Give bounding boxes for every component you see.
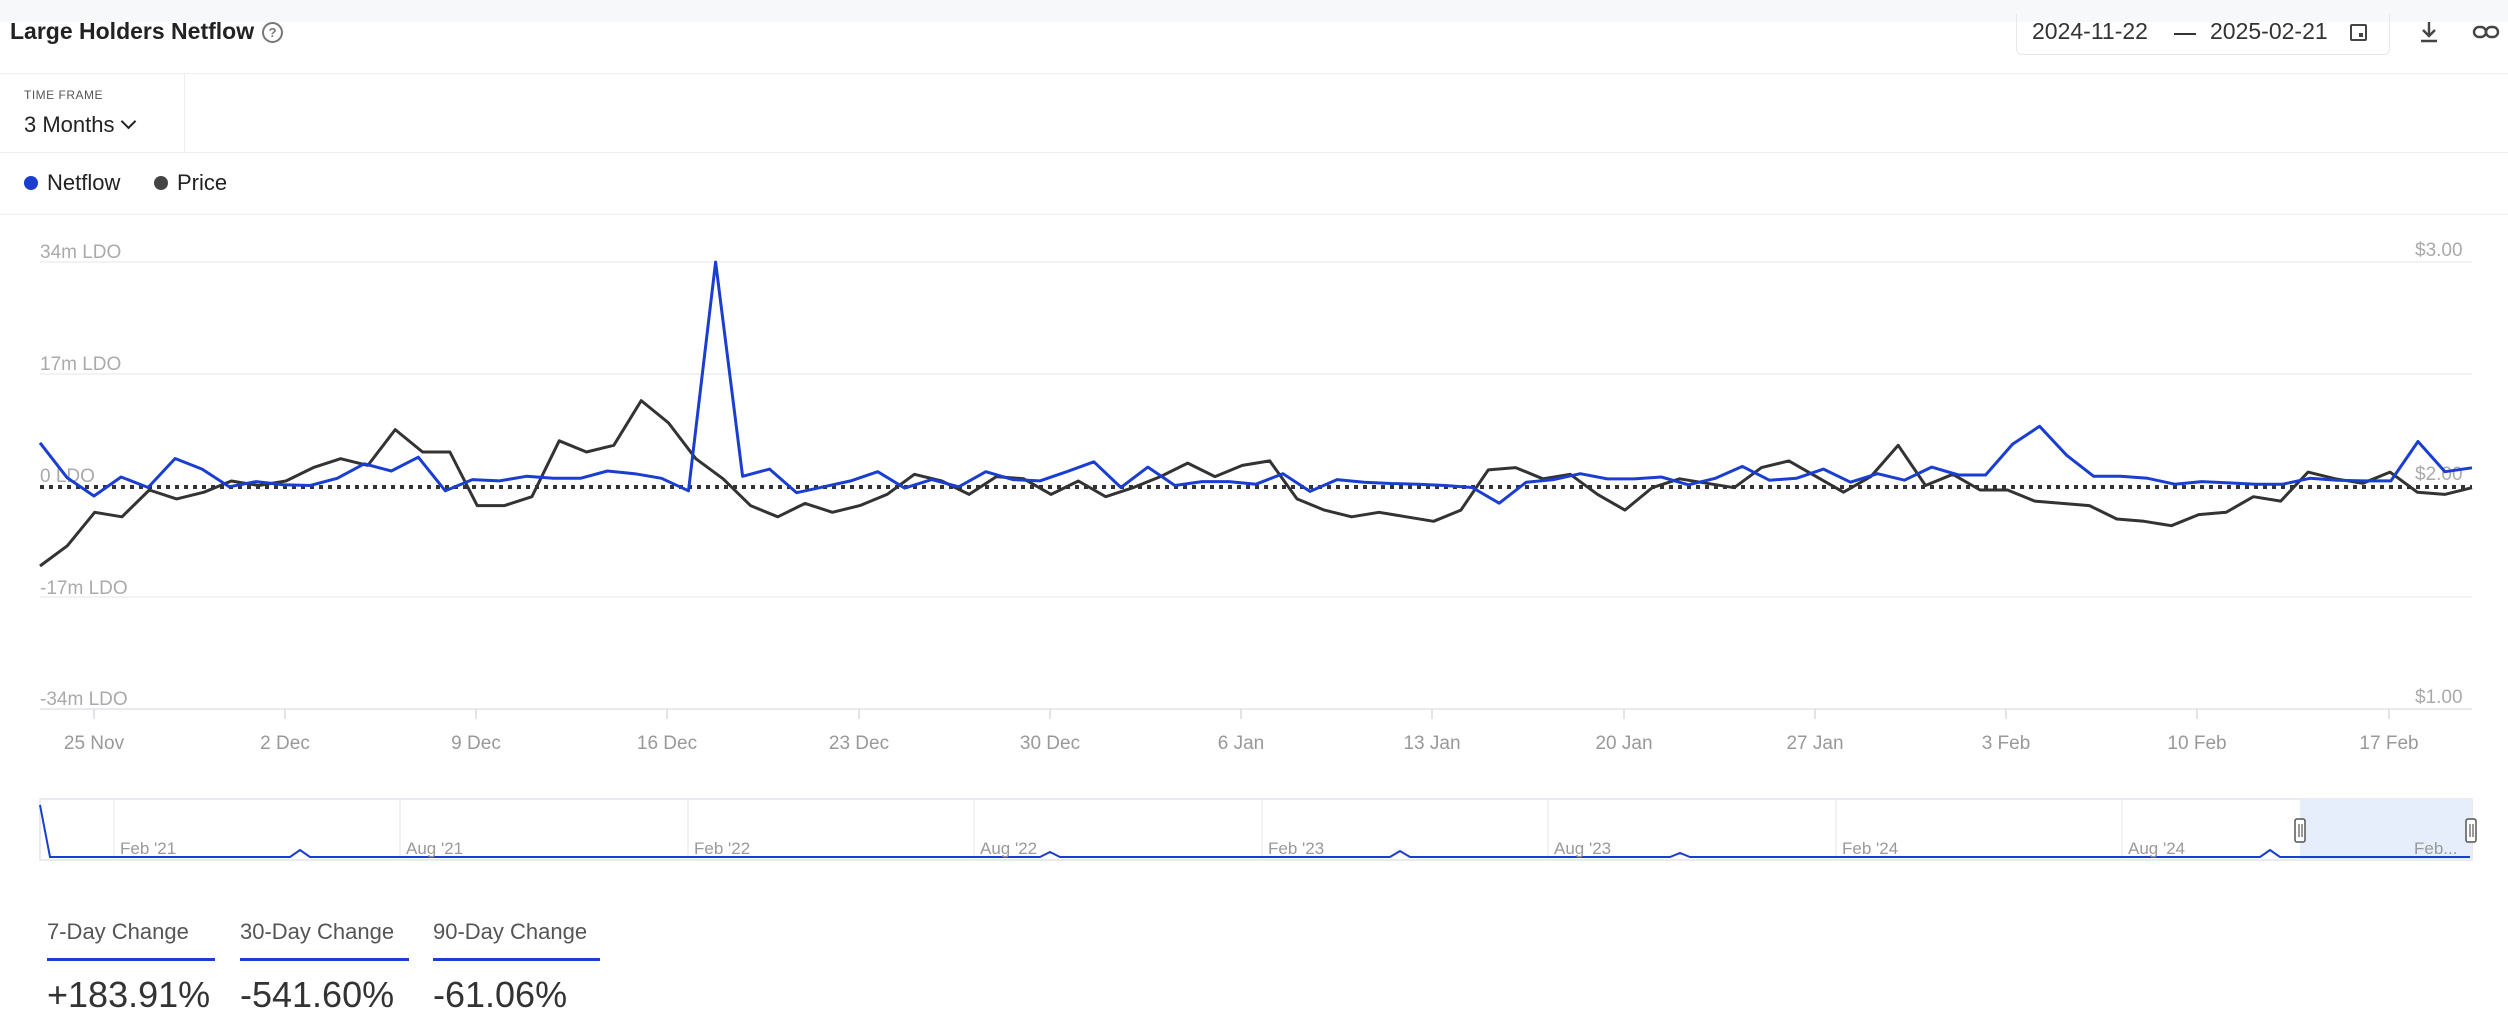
value-90-day-change: -61.06%	[433, 974, 568, 1015]
navigator-label: Aug '23	[1554, 839, 1612, 858]
navigator-netflow-line	[39, 804, 2470, 858]
price-series-line[interactable]	[39, 399, 2473, 568]
timeframe-dropdown[interactable]: 3 Months	[24, 112, 136, 138]
legend-item-price[interactable]: Price	[154, 170, 227, 196]
navigator-label: Feb...	[2414, 839, 2458, 858]
legend-item-netflow[interactable]: Netflow	[24, 170, 120, 196]
tab-underline	[433, 958, 600, 961]
tab-7-day-change[interactable]: 7-Day Change	[47, 919, 189, 944]
gridlines	[40, 261, 2472, 710]
calendar-icon[interactable]	[2350, 24, 2367, 41]
x-tick: 10 Feb	[2167, 733, 2227, 754]
value-7-day-change: +183.91%	[47, 974, 211, 1015]
x-tick: 20 Jan	[1595, 733, 1653, 754]
y-tick-left: 34m LDO	[40, 242, 122, 263]
navigator-label: Feb '23	[1268, 839, 1325, 858]
netflow-series-line[interactable]	[38, 260, 2473, 505]
help-icon[interactable]: ?	[262, 22, 284, 43]
navigator-frame	[39, 798, 2473, 861]
x-tick: 23 Dec	[828, 733, 890, 754]
link-icon[interactable]	[2472, 20, 2500, 44]
timeframe-selector[interactable]	[0, 74, 185, 152]
y-tick-right: $1.00	[2415, 687, 2463, 708]
divider	[0, 152, 2508, 153]
navigator-label: Feb '21	[120, 839, 177, 858]
navigator-label: Aug '21	[406, 839, 464, 858]
tab-30-day-change[interactable]: 30-Day Change	[240, 919, 395, 944]
navigator-label: Feb '22	[694, 839, 751, 858]
range-navigator[interactable]	[39, 798, 2477, 861]
netflow-dot-icon	[24, 176, 38, 190]
tab-underline	[240, 958, 409, 961]
x-tick: 17 Feb	[2359, 733, 2419, 754]
x-tick: 27 Jan	[1786, 733, 1844, 754]
chart-title: Large Holders Netflow?	[10, 18, 284, 45]
date-end[interactable]: 2025-02-21	[2210, 18, 2328, 44]
legend-label-netflow: Netflow	[47, 170, 121, 195]
value-30-day-change: -541.60%	[240, 974, 395, 1015]
date-range-picker[interactable]	[2016, 14, 2390, 55]
x-tick: 3 Feb	[1981, 733, 2031, 754]
y-tick-right: $2.00	[2415, 464, 2463, 485]
navigator-selection[interactable]	[2300, 799, 2472, 860]
navigator-right-handle[interactable]	[2465, 818, 2477, 843]
x-tick: 13 Jan	[1403, 733, 1461, 754]
x-tick: 25 Nov	[63, 733, 125, 754]
date-separator	[2174, 33, 2196, 35]
price-dot-icon	[154, 176, 168, 190]
y-tick-left: -34m LDO	[40, 689, 128, 710]
divider	[0, 214, 2508, 215]
x-tick-marks	[93, 709, 2390, 719]
navigator-label: Aug '24	[2128, 839, 2186, 858]
tab-underline	[47, 958, 215, 961]
divider	[0, 73, 2508, 74]
tab-90-day-change[interactable]: 90-Day Change	[433, 919, 588, 944]
download-icon[interactable]	[2418, 20, 2440, 44]
legend-label-price: Price	[177, 170, 228, 195]
navigator-label: Feb '24	[1842, 839, 1899, 858]
x-tick: 30 Dec	[1019, 733, 1081, 754]
x-tick: 2 Dec	[260, 733, 310, 754]
y-tick-left: -17m LDO	[40, 578, 128, 599]
chart-title-text: Large Holders Netflow	[10, 18, 255, 44]
date-start[interactable]: 2024-11-22	[2032, 18, 2148, 44]
x-tick: 16 Dec	[636, 733, 698, 754]
x-tick: 6 Jan	[1217, 733, 1265, 754]
navigator-label: Aug '22	[980, 839, 1038, 858]
navigator-left-handle[interactable]	[2294, 818, 2306, 843]
x-tick: 9 Dec	[451, 733, 501, 754]
top-strip	[0, 0, 2508, 22]
timeframe-value: 3 Months	[24, 112, 115, 137]
timeframe-label: TIME FRAME	[24, 88, 103, 102]
y-tick-right: $3.00	[2415, 240, 2463, 261]
y-tick-left: 17m LDO	[40, 354, 122, 375]
